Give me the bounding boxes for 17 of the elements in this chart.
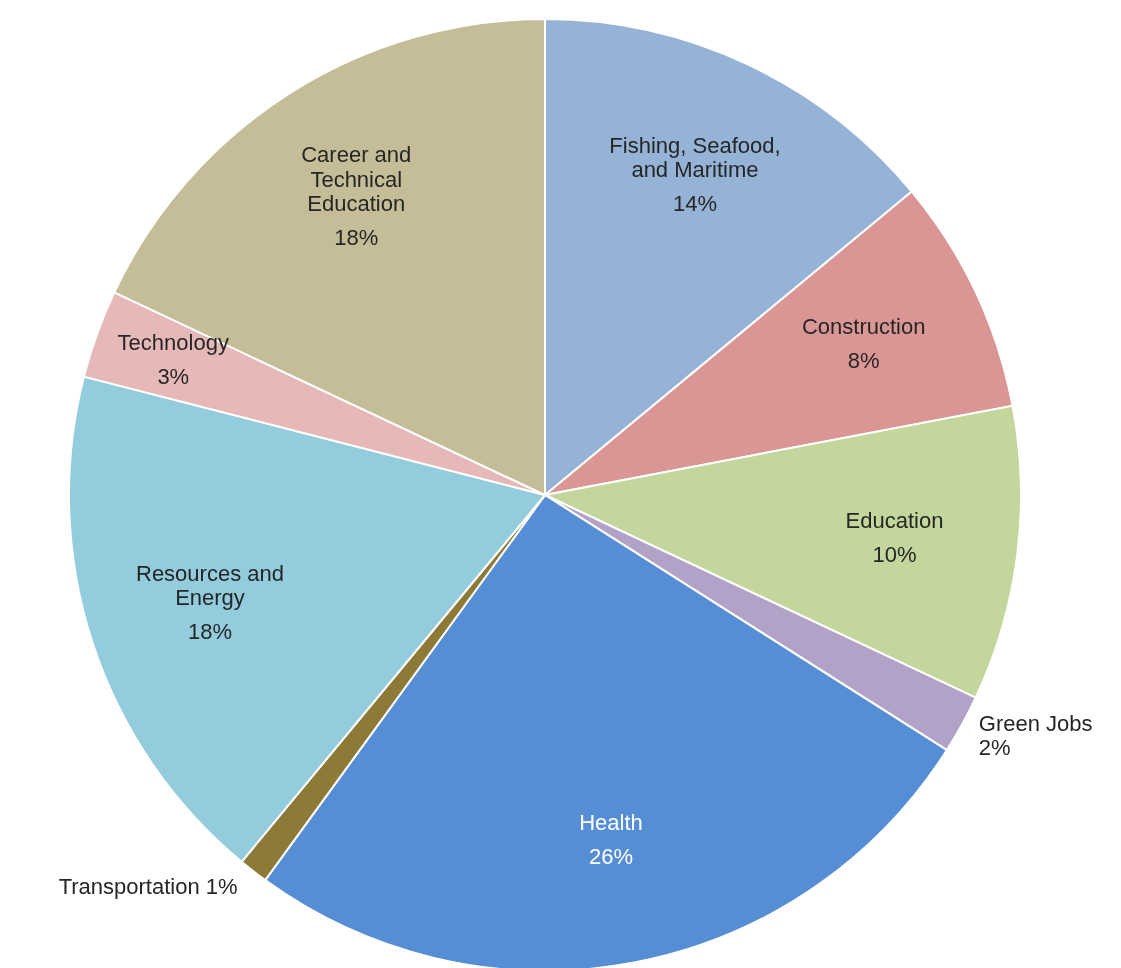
data-label: 14% xyxy=(672,191,717,217)
data-label: 10% xyxy=(872,542,917,568)
slice-label: Green Jobs xyxy=(978,711,1093,737)
slice-label: Construction xyxy=(801,314,926,340)
slice-label: Education xyxy=(845,508,944,534)
data-label: 3% xyxy=(157,364,190,390)
data-label: 18% xyxy=(334,224,379,250)
data-label: 8% xyxy=(847,348,880,374)
data-label: 26% xyxy=(588,844,634,870)
slice-label: Transportation 1% xyxy=(58,874,238,900)
slice-label: Fishing, Seafood, and Maritime xyxy=(609,133,781,183)
data-label: 2% xyxy=(978,734,1011,760)
slice-label: Health xyxy=(579,810,643,835)
slice-label: Resources and Energy xyxy=(136,560,284,610)
slice-label: Technology xyxy=(117,330,229,356)
slice-label: Career and Technical Education xyxy=(301,142,412,216)
data-label: 18% xyxy=(187,619,233,645)
